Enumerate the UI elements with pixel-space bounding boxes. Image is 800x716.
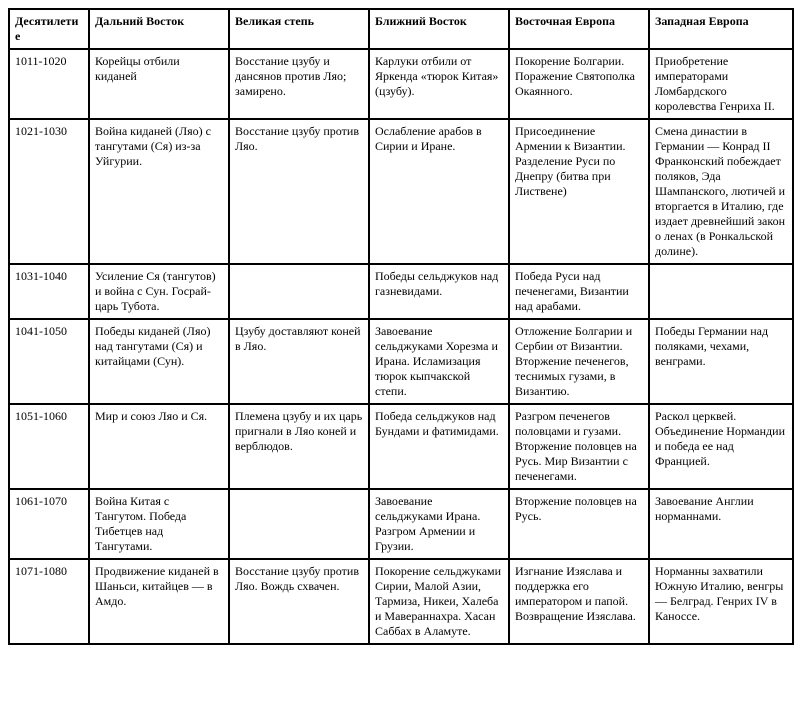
cell-near-east: Покорение сельджуками Сирии, Малой Азии,…: [369, 559, 509, 644]
cell-west-europe: Раскол церквей. Объединение Нормандии и …: [649, 404, 793, 489]
cell-great-steppe: [229, 489, 369, 559]
table-header-row: Десятилетие Дальний Восток Великая степь…: [9, 9, 793, 49]
cell-decade: 1041-1050: [9, 319, 89, 404]
cell-east-europe: Присоединение Армении к Византии. Раздел…: [509, 119, 649, 264]
col-east-europe: Восточная Европа: [509, 9, 649, 49]
cell-far-east: Усиление Ся (тангутов) и война с Сун. Го…: [89, 264, 229, 319]
cell-near-east: Ослабление арабов в Сирии и Иране.: [369, 119, 509, 264]
cell-far-east: Война Китая с Тангутом. Победа Тибетцев …: [89, 489, 229, 559]
cell-east-europe: Отложение Болгарии и Сербии от Византии.…: [509, 319, 649, 404]
cell-great-steppe: Восстание цзубу против Ляо.: [229, 119, 369, 264]
cell-near-east: Победа сельджуков над Бундами и фатимида…: [369, 404, 509, 489]
cell-far-east: Продвижение киданей в Шаньси, китайцев —…: [89, 559, 229, 644]
cell-decade: 1031-1040: [9, 264, 89, 319]
cell-west-europe: Приобретение императорами Ломбардского к…: [649, 49, 793, 119]
cell-far-east: Война киданей (Ляо) с тангутами (Ся) из-…: [89, 119, 229, 264]
cell-east-europe: Победа Руси над печенегами, Византии над…: [509, 264, 649, 319]
cell-great-steppe: Восстание цзубу против Ляо. Вождь схваче…: [229, 559, 369, 644]
cell-great-steppe: Цзубу доставляют коней в Ляо.: [229, 319, 369, 404]
cell-decade: 1011-1020: [9, 49, 89, 119]
table-row: 1051-1060 Мир и союз Ляо и Ся. Племена ц…: [9, 404, 793, 489]
cell-great-steppe: [229, 264, 369, 319]
cell-far-east: Корейцы отбили киданей: [89, 49, 229, 119]
cell-west-europe: [649, 264, 793, 319]
cell-decade: 1021-1030: [9, 119, 89, 264]
history-table: Десятилетие Дальний Восток Великая степь…: [8, 8, 794, 645]
cell-decade: 1071-1080: [9, 559, 89, 644]
col-decade: Десятилетие: [9, 9, 89, 49]
table-body: 1011-1020 Корейцы отбили киданей Восстан…: [9, 49, 793, 644]
cell-far-east: Победы киданей (Ляо) над тангутами (Ся) …: [89, 319, 229, 404]
col-far-east: Дальний Восток: [89, 9, 229, 49]
table-row: 1041-1050 Победы киданей (Ляо) над тангу…: [9, 319, 793, 404]
table-row: 1011-1020 Корейцы отбили киданей Восстан…: [9, 49, 793, 119]
cell-west-europe: Завоевание Англии норманнами.: [649, 489, 793, 559]
table-row: 1031-1040 Усиление Ся (тангутов) и война…: [9, 264, 793, 319]
table-row: 1071-1080 Продвижение киданей в Шаньси, …: [9, 559, 793, 644]
table-row: 1021-1030 Война киданей (Ляо) с тангутам…: [9, 119, 793, 264]
cell-near-east: Завоевание сельджуками Хорезма и Ирана. …: [369, 319, 509, 404]
cell-east-europe: Изгнание Изяслава и поддержка его импера…: [509, 559, 649, 644]
cell-near-east: Завоевание сельджуками Ирана. Разгром Ар…: [369, 489, 509, 559]
cell-decade: 1051-1060: [9, 404, 89, 489]
cell-west-europe: Смена династии в Германии — Конрад II Фр…: [649, 119, 793, 264]
cell-great-steppe: Восстание цзубу и дансянов против Ляо; з…: [229, 49, 369, 119]
col-near-east: Ближний Восток: [369, 9, 509, 49]
cell-east-europe: Покорение Болгарии. Поражение Святополка…: [509, 49, 649, 119]
cell-near-east: Карлуки отбили от Яркенда «тюрок Китая» …: [369, 49, 509, 119]
cell-west-europe: Норманны захватили Южную Италию, венгры …: [649, 559, 793, 644]
cell-far-east: Мир и союз Ляо и Ся.: [89, 404, 229, 489]
cell-great-steppe: Племена цзубу и их царь пригнали в Ляо к…: [229, 404, 369, 489]
cell-east-europe: Вторжение половцев на Русь.: [509, 489, 649, 559]
cell-east-europe: Разгром печенегов половцами и гузами. Вт…: [509, 404, 649, 489]
table-row: 1061-1070 Война Китая с Тангутом. Победа…: [9, 489, 793, 559]
col-west-europe: Западная Европа: [649, 9, 793, 49]
cell-west-europe: Победы Германии над поляками, чехами, ве…: [649, 319, 793, 404]
cell-decade: 1061-1070: [9, 489, 89, 559]
cell-near-east: Победы сельджуков над газневидами.: [369, 264, 509, 319]
col-great-steppe: Великая степь: [229, 9, 369, 49]
